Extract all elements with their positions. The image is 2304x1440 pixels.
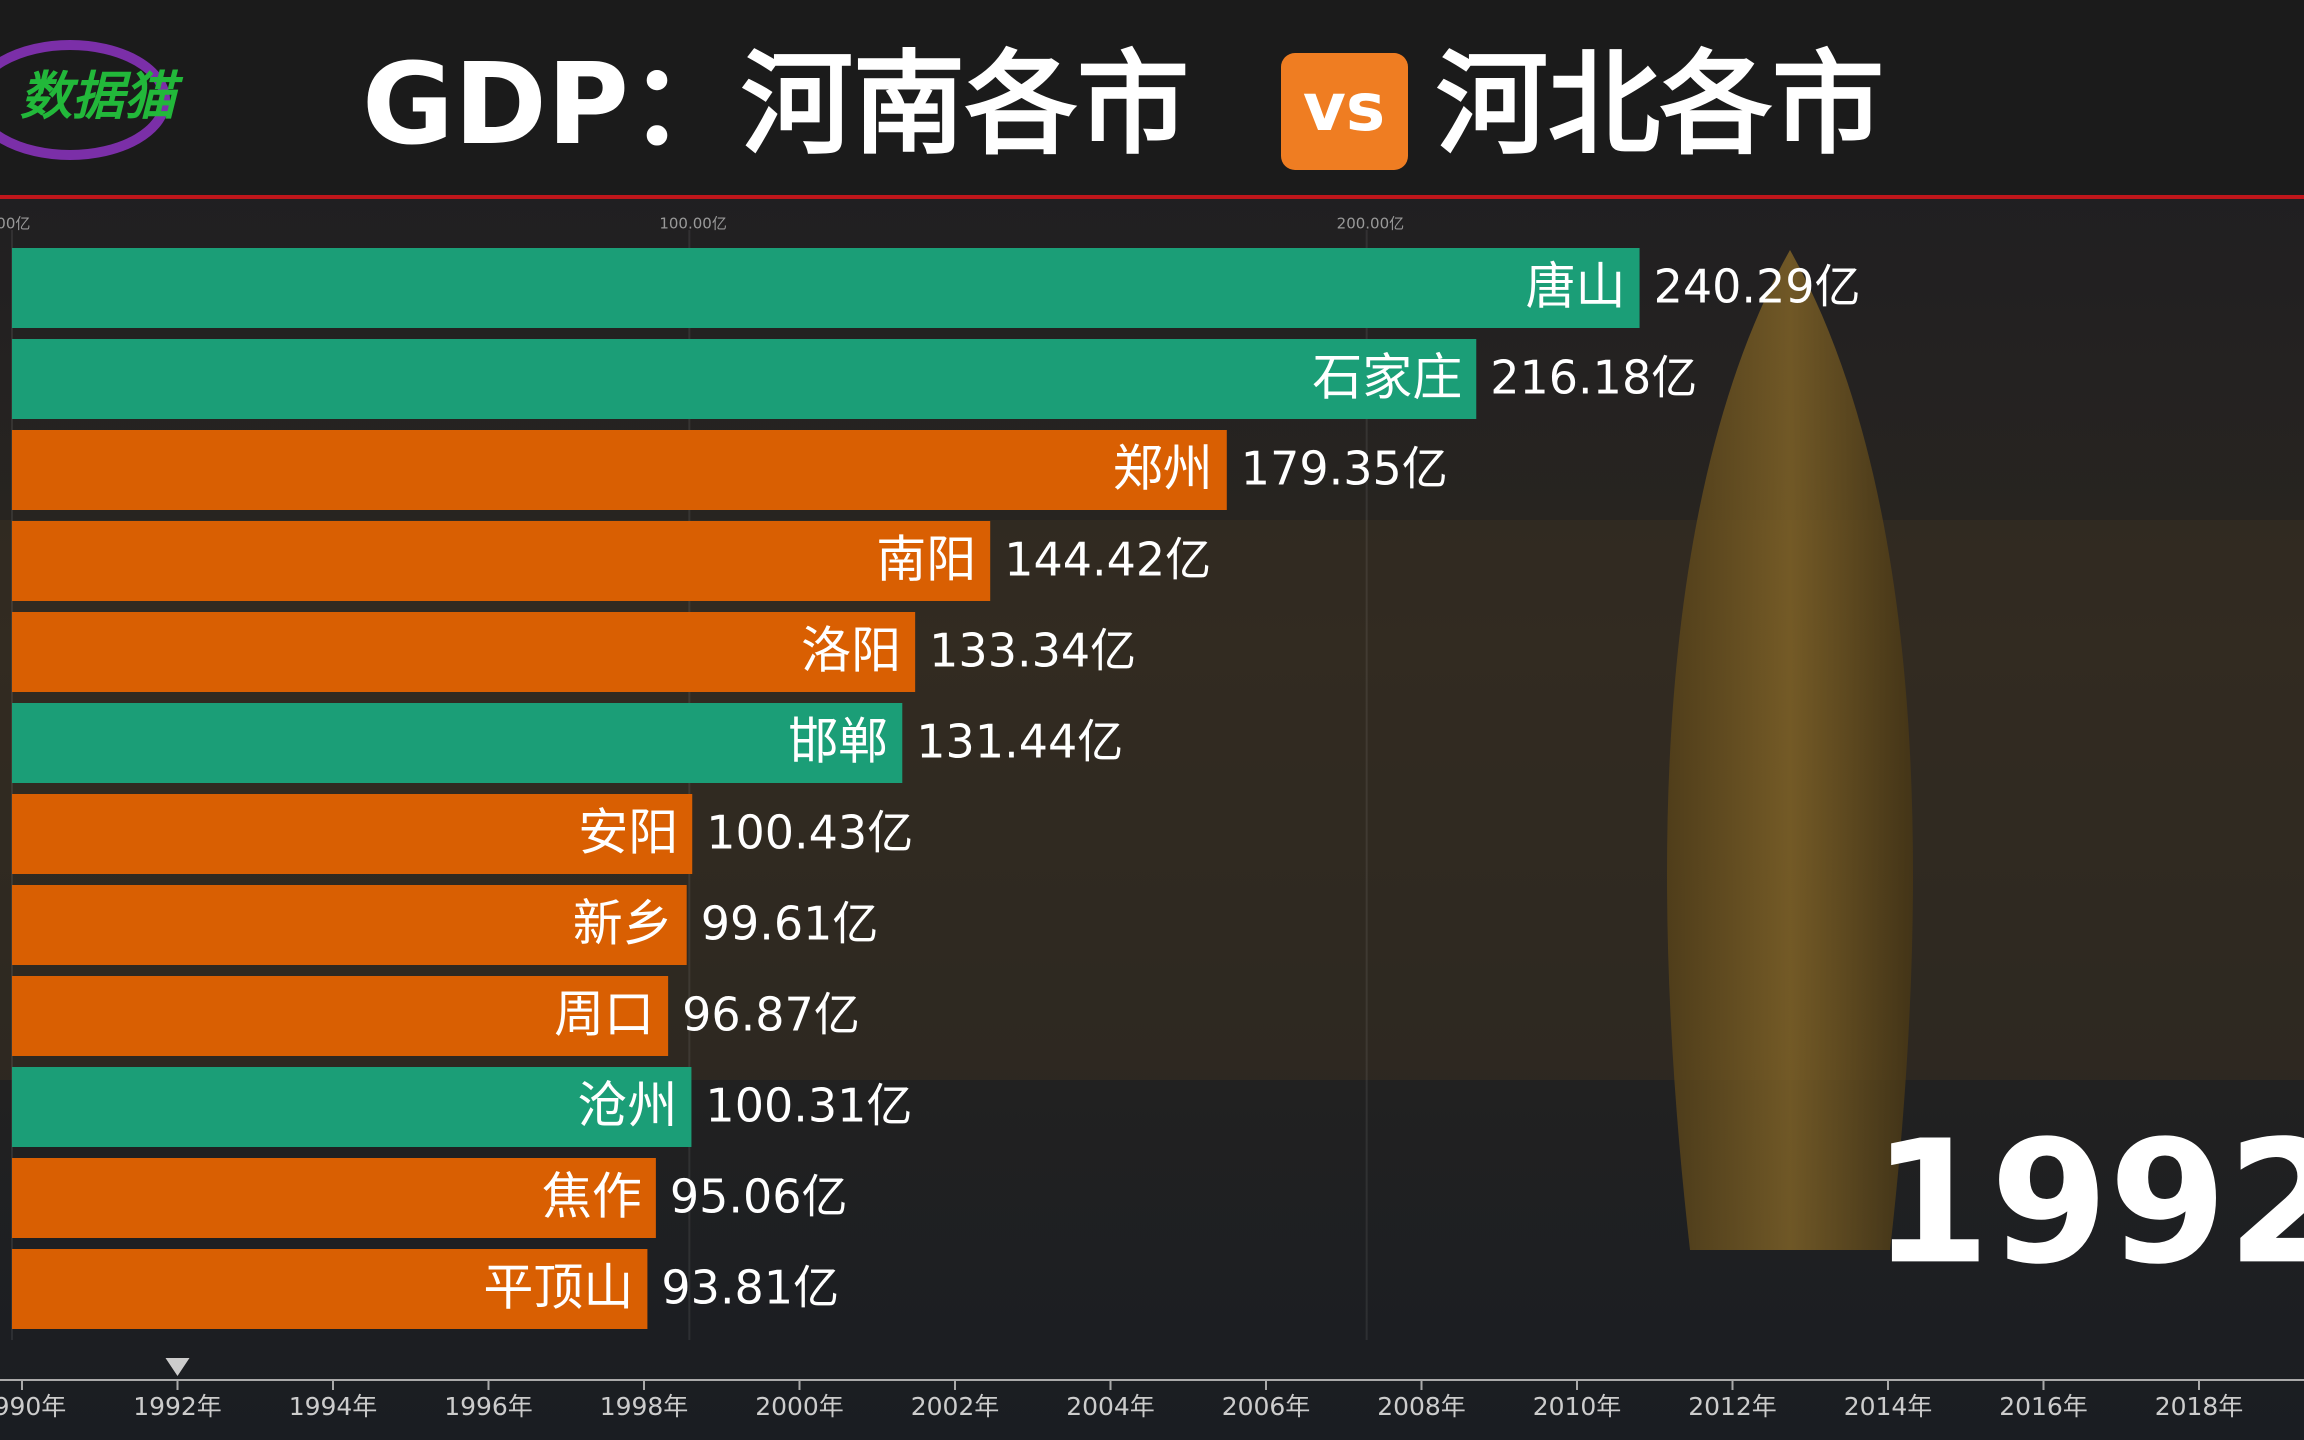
title-rule — [0, 195, 2304, 199]
value-label: 179.35亿 — [1241, 442, 1448, 496]
bar — [12, 885, 687, 965]
timeline-label: 2018年 — [2155, 1392, 2244, 1421]
bar-label: 新乡 — [573, 895, 673, 953]
bar — [12, 248, 1640, 328]
bar — [12, 794, 693, 874]
bar-label: 石家庄 — [1312, 349, 1462, 407]
timeline-label: 2000年 — [755, 1392, 844, 1421]
bar-label: 郑州 — [1113, 440, 1213, 498]
timeline-label: 1990年 — [0, 1392, 66, 1421]
bar — [12, 612, 916, 692]
value-label: 240.29亿 — [1654, 260, 1861, 314]
value-label: 99.61亿 — [701, 897, 879, 951]
bar-label: 洛阳 — [801, 622, 901, 680]
bar — [12, 976, 669, 1056]
bar — [12, 1158, 656, 1238]
bar — [12, 1249, 648, 1329]
bar-label: 邯郸 — [788, 713, 888, 771]
tower — [1666, 250, 1914, 1250]
bar-label: 南阳 — [876, 531, 976, 589]
bar-label: 唐山 — [1526, 258, 1626, 316]
x-tick-label: 0.00亿 — [0, 215, 30, 233]
bar-label: 周口 — [554, 986, 654, 1044]
vs-badge — [1281, 53, 1408, 170]
x-tick-label: 100.00亿 — [659, 215, 727, 233]
timeline-label: 2008年 — [1377, 1392, 1466, 1421]
timeline-label: 2004年 — [1066, 1392, 1155, 1421]
chart-title: GDP：河南各市 — [362, 40, 1189, 170]
timeline-marker — [165, 1358, 190, 1376]
value-label: 133.34亿 — [929, 624, 1136, 678]
logo-text: 数据猫 — [20, 67, 184, 127]
bar — [12, 703, 903, 783]
timeline-label: 1994年 — [289, 1392, 378, 1421]
timeline-label: 2016年 — [1999, 1392, 2088, 1421]
value-label: 100.31亿 — [705, 1079, 912, 1133]
bar — [12, 339, 1477, 419]
value-label: 131.44亿 — [916, 715, 1123, 769]
value-label: 216.18亿 — [1490, 351, 1697, 405]
bar — [12, 521, 991, 601]
timeline-label: 2014年 — [1844, 1392, 1933, 1421]
year-label: 1992年 — [1872, 1104, 2304, 1302]
timeline-label: 1998年 — [600, 1392, 689, 1421]
value-label: 96.87亿 — [682, 988, 860, 1042]
bar — [12, 1067, 692, 1147]
title-bar — [0, 0, 2304, 196]
vs-text: vs — [1303, 69, 1385, 146]
timeline-label: 1992年 — [133, 1392, 222, 1421]
value-label: 95.06亿 — [670, 1170, 848, 1224]
timeline-label: 2002年 — [911, 1392, 1000, 1421]
bar-label: 焦作 — [542, 1168, 642, 1226]
value-label: 93.81亿 — [661, 1261, 839, 1315]
bar-label: 沧州 — [577, 1077, 677, 1135]
bar — [12, 430, 1227, 510]
x-tick-label: 200.00亿 — [1337, 215, 1405, 233]
timeline-label: 2006年 — [1222, 1392, 1311, 1421]
value-label: 100.43亿 — [706, 806, 913, 860]
chart-title-right: 河北各市 — [1436, 40, 1884, 170]
value-label: 144.42亿 — [1004, 533, 1211, 587]
bar-label: 平顶山 — [483, 1259, 633, 1317]
timeline-label: 2010年 — [1533, 1392, 1622, 1421]
timeline-label: 2012年 — [1688, 1392, 1777, 1421]
logo-ring — [0, 40, 170, 160]
bar-label: 安阳 — [578, 804, 678, 862]
timeline-label: 1996年 — [444, 1392, 533, 1421]
